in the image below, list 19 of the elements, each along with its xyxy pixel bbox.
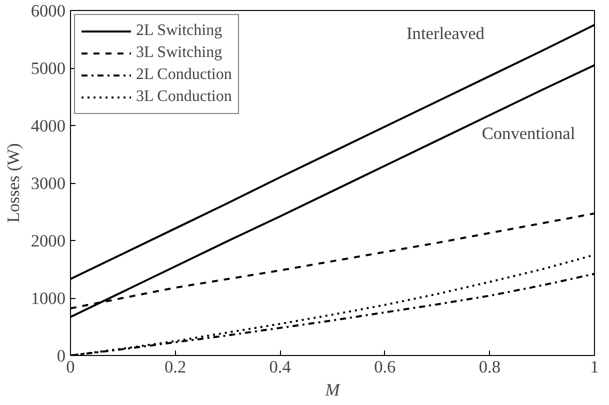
- x-tick-label: 0.2: [164, 358, 186, 376]
- y-tick-label: 2000: [30, 232, 66, 250]
- annotation: Conventional: [482, 124, 576, 143]
- y-tick-label: 1000: [30, 289, 66, 308]
- x-axis-title: M: [324, 380, 342, 400]
- legend-label: 2L Conduction: [136, 66, 232, 84]
- x-tick-label: 1: [590, 358, 599, 376]
- y-tick-label: 5000: [30, 59, 66, 78]
- legend-label: 3L Switching: [136, 44, 222, 62]
- legend-label: 2L Switching: [136, 22, 222, 40]
- y-tick-label: 4000: [30, 116, 66, 136]
- y-axis-title: Losses (W): [4, 143, 23, 223]
- x-tick-label: 0.6: [374, 358, 396, 376]
- x-tick-label: 0.4: [269, 358, 292, 376]
- annotation: Interleaved: [406, 24, 485, 43]
- y-tick-label: 6000: [30, 2, 66, 20]
- legend-label: 3L Conduction: [136, 88, 232, 106]
- y-tick-label: 3000: [30, 174, 66, 193]
- x-tick-label: 0.8: [478, 358, 501, 376]
